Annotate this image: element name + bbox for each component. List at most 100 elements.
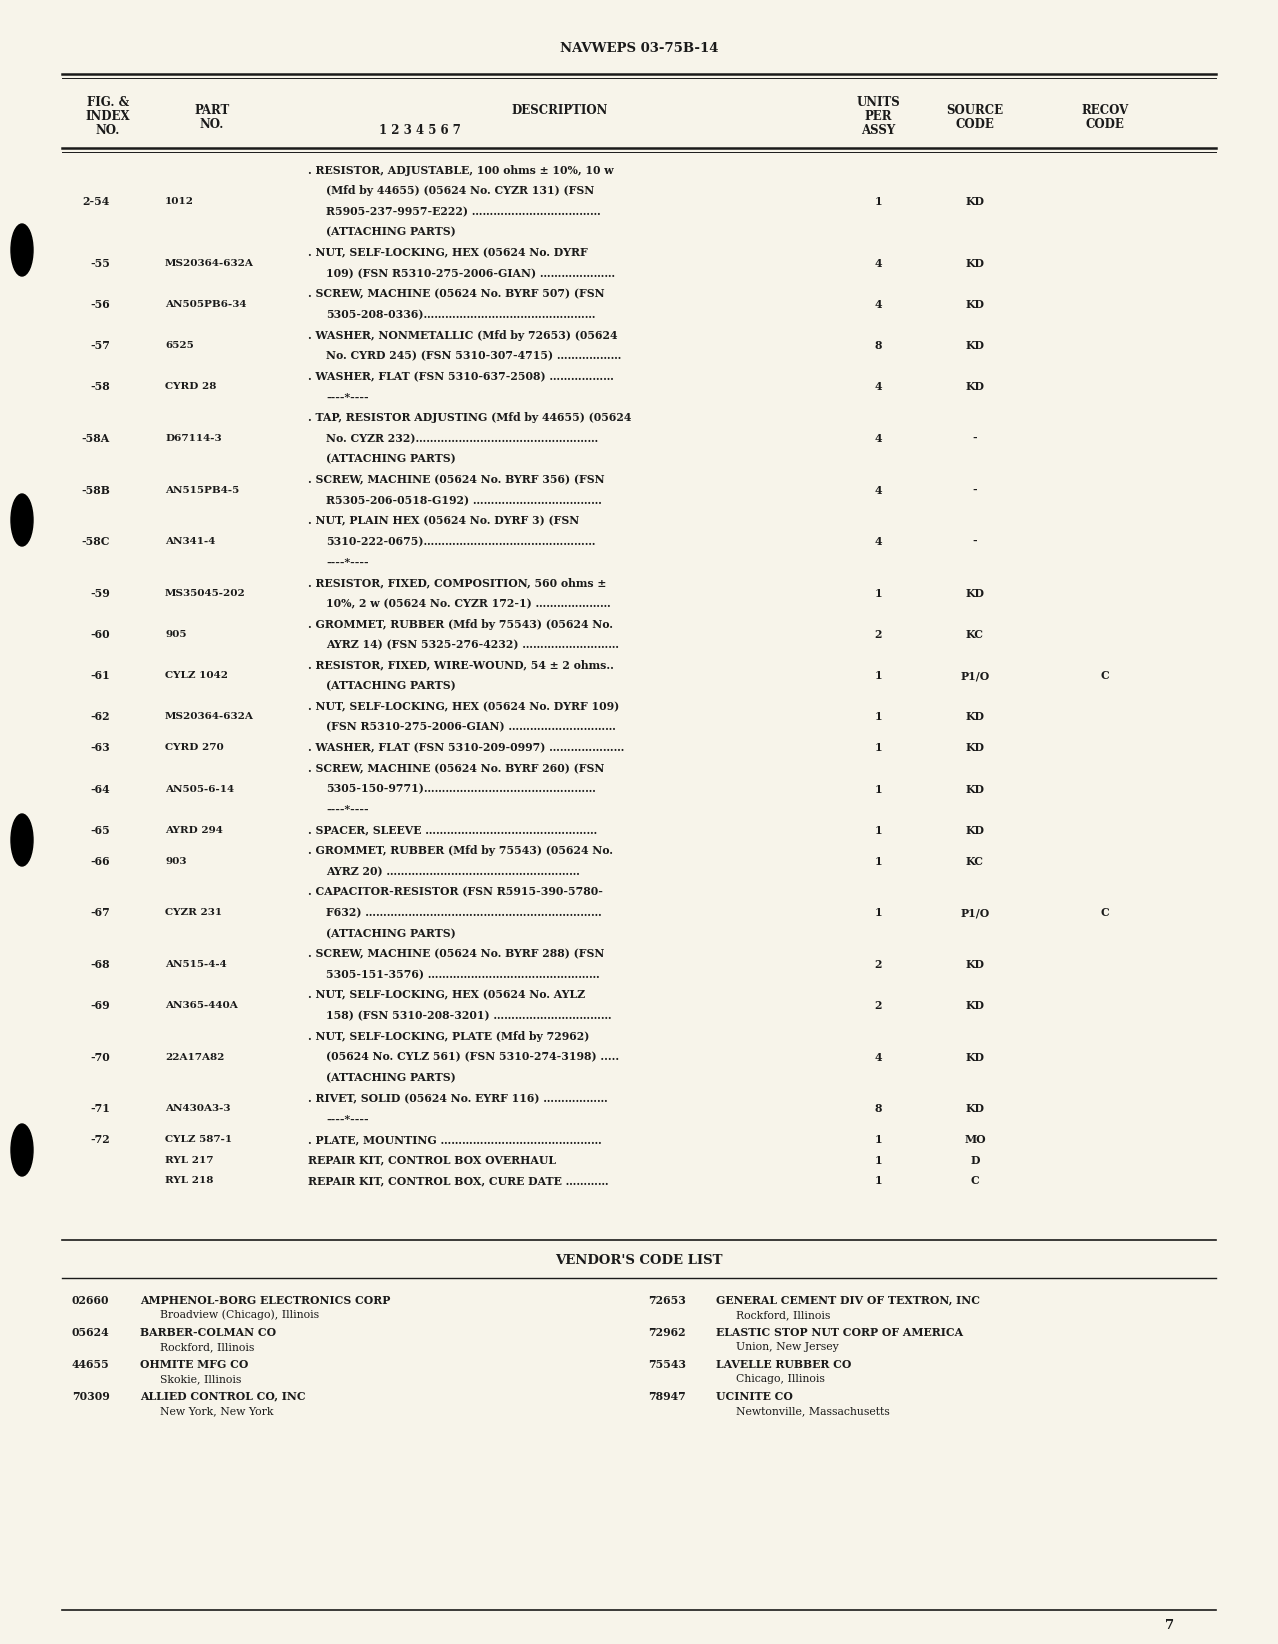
Text: RECOV: RECOV: [1081, 104, 1128, 117]
Text: 4: 4: [874, 381, 882, 393]
Text: -64: -64: [91, 784, 110, 794]
Text: -66: -66: [91, 855, 110, 866]
Text: -65: -65: [91, 825, 110, 835]
Text: -55: -55: [91, 258, 110, 268]
Text: 1: 1: [874, 1154, 882, 1166]
Text: F632) …………………………………………………………: F632) …………………………………………………………: [326, 907, 602, 919]
Text: . WASHER, FLAT (FSN 5310-637-2508) ………………: . WASHER, FLAT (FSN 5310-637-2508) ………………: [308, 372, 613, 381]
Text: -: -: [973, 536, 978, 547]
Text: 8: 8: [874, 1103, 882, 1115]
Text: 10%, 2 w (05624 No. CYZR 172-1) …………………: 10%, 2 w (05624 No. CYZR 172-1) …………………: [326, 598, 611, 608]
Ellipse shape: [12, 1124, 33, 1175]
Text: KD: KD: [965, 1103, 984, 1115]
Text: 4: 4: [874, 258, 882, 268]
Text: ----*----: ----*----: [326, 557, 368, 567]
Text: 4: 4: [874, 299, 882, 311]
Text: REPAIR KIT, CONTROL BOX, CURE DATE …………: REPAIR KIT, CONTROL BOX, CURE DATE …………: [308, 1175, 608, 1187]
Text: C: C: [970, 1175, 979, 1187]
Text: . NUT, SELF-LOCKING, HEX (05624 No. AYLZ: . NUT, SELF-LOCKING, HEX (05624 No. AYLZ: [308, 990, 585, 1001]
Text: . NUT, PLAIN HEX (05624 No. DYRF 3) (FSN: . NUT, PLAIN HEX (05624 No. DYRF 3) (FSN: [308, 516, 579, 526]
Text: -: -: [973, 485, 978, 495]
Text: CODE: CODE: [956, 117, 994, 130]
Text: AYRZ 14) (FSN 5325-276-4232) ………………………: AYRZ 14) (FSN 5325-276-4232) ………………………: [326, 640, 619, 649]
Text: MS20364-632A: MS20364-632A: [165, 258, 254, 268]
Text: CYLZ 587-1: CYLZ 587-1: [165, 1134, 233, 1144]
Text: P1/O: P1/O: [960, 907, 989, 919]
Text: (05624 No. CYLZ 561) (FSN 5310-274-3198) .....: (05624 No. CYLZ 561) (FSN 5310-274-3198)…: [326, 1052, 619, 1062]
Text: . GROMMET, RUBBER (Mfd by 75543) (05624 No.: . GROMMET, RUBBER (Mfd by 75543) (05624 …: [308, 618, 613, 630]
Text: NAVWEPS 03-75B-14: NAVWEPS 03-75B-14: [560, 41, 718, 54]
Text: KD: KD: [965, 1052, 984, 1062]
Text: MS20364-632A: MS20364-632A: [165, 712, 254, 722]
Text: P1/O: P1/O: [960, 671, 989, 681]
Text: 1: 1: [874, 825, 882, 835]
Text: 5305-151-3576) …………………………………………: 5305-151-3576) …………………………………………: [326, 968, 599, 980]
Text: CYRD 28: CYRD 28: [165, 383, 216, 391]
Text: AN515PB4-5: AN515PB4-5: [165, 485, 239, 495]
Text: 78947: 78947: [648, 1391, 686, 1401]
Text: 1 2 3 4 5 6 7: 1 2 3 4 5 6 7: [380, 125, 461, 138]
Text: 1: 1: [874, 587, 882, 598]
Text: 1: 1: [874, 743, 882, 753]
Text: 4: 4: [874, 485, 882, 495]
Text: 2-54: 2-54: [83, 196, 110, 207]
Text: Chicago, Illinois: Chicago, Illinois: [736, 1374, 824, 1384]
Ellipse shape: [12, 493, 33, 546]
Text: (FSN R5310-275-2006-GIAN) …………………………: (FSN R5310-275-2006-GIAN) …………………………: [326, 722, 616, 733]
Text: AN365-440A: AN365-440A: [165, 1001, 238, 1009]
Text: R5905-237-9957-E222) ………………………………: R5905-237-9957-E222) ………………………………: [326, 206, 601, 217]
Text: ELASTIC STOP NUT CORP OF AMERICA: ELASTIC STOP NUT CORP OF AMERICA: [716, 1327, 964, 1338]
Text: KC: KC: [966, 855, 984, 866]
Text: . RESISTOR, ADJUSTABLE, 100 ohms ± 10%, 10 w: . RESISTOR, ADJUSTABLE, 100 ohms ± 10%, …: [308, 164, 613, 176]
Text: C: C: [1100, 671, 1109, 681]
Text: PER: PER: [864, 110, 892, 123]
Text: ----*----: ----*----: [326, 804, 368, 815]
Text: -: -: [973, 432, 978, 444]
Text: LAVELLE RUBBER CO: LAVELLE RUBBER CO: [716, 1358, 851, 1369]
Text: KD: KD: [965, 743, 984, 753]
Text: . RIVET, SOLID (05624 No. EYRF 116) ………………: . RIVET, SOLID (05624 No. EYRF 116) ……………: [308, 1093, 608, 1103]
Text: (Mfd by 44655) (05624 No. CYZR 131) (FSN: (Mfd by 44655) (05624 No. CYZR 131) (FSN: [326, 186, 594, 197]
Text: C: C: [1100, 907, 1109, 919]
Text: GENERAL CEMENT DIV OF TEXTRON, INC: GENERAL CEMENT DIV OF TEXTRON, INC: [716, 1294, 980, 1305]
Text: VENDOR'S CODE LIST: VENDOR'S CODE LIST: [555, 1253, 723, 1266]
Text: KD: KD: [965, 196, 984, 207]
Text: MS35045-202: MS35045-202: [165, 589, 245, 598]
Text: 1: 1: [874, 1175, 882, 1187]
Text: 4: 4: [874, 432, 882, 444]
Text: . NUT, SELF-LOCKING, HEX (05624 No. DYRF 109): . NUT, SELF-LOCKING, HEX (05624 No. DYRF…: [308, 700, 620, 712]
Text: (ATTACHING PARTS): (ATTACHING PARTS): [326, 1072, 456, 1083]
Text: FIG. &: FIG. &: [87, 97, 129, 110]
Text: ALLIED CONTROL CO, INC: ALLIED CONTROL CO, INC: [141, 1391, 305, 1401]
Text: D67114-3: D67114-3: [165, 434, 221, 442]
Text: -58C: -58C: [82, 536, 110, 547]
Text: ----*----: ----*----: [326, 391, 368, 403]
Text: CYRD 270: CYRD 270: [165, 743, 224, 753]
Text: -58: -58: [91, 381, 110, 393]
Text: . WASHER, NONMETALLIC (Mfd by 72653) (05624: . WASHER, NONMETALLIC (Mfd by 72653) (05…: [308, 330, 617, 340]
Text: 109) (FSN R5310-275-2006-GIAN) …………………: 109) (FSN R5310-275-2006-GIAN) …………………: [326, 268, 615, 279]
Text: . CAPACITOR-RESISTOR (FSN R5915-390-5780-: . CAPACITOR-RESISTOR (FSN R5915-390-5780…: [308, 886, 603, 898]
Text: CYLZ 1042: CYLZ 1042: [165, 671, 227, 681]
Text: Rockford, Illinois: Rockford, Illinois: [160, 1342, 254, 1351]
Text: 22A17A82: 22A17A82: [165, 1052, 225, 1062]
Text: -56: -56: [91, 299, 110, 311]
Text: -68: -68: [91, 958, 110, 970]
Text: 905: 905: [165, 630, 187, 640]
Text: 1: 1: [874, 907, 882, 919]
Text: 5310-222-0675)…………………………………………: 5310-222-0675)…………………………………………: [326, 536, 596, 547]
Text: . PLATE, MOUNTING ………………………………………: . PLATE, MOUNTING ………………………………………: [308, 1134, 602, 1146]
Text: . TAP, RESISTOR ADJUSTING (Mfd by 44655) (05624: . TAP, RESISTOR ADJUSTING (Mfd by 44655)…: [308, 413, 631, 423]
Text: (ATTACHING PARTS): (ATTACHING PARTS): [326, 927, 456, 939]
Text: -70: -70: [91, 1052, 110, 1062]
Text: 70309: 70309: [72, 1391, 110, 1401]
Text: 75543: 75543: [648, 1358, 686, 1369]
Text: No. CYRD 245) (FSN 5310-307-4715) ………………: No. CYRD 245) (FSN 5310-307-4715) ………………: [326, 350, 621, 362]
Text: (ATTACHING PARTS): (ATTACHING PARTS): [326, 681, 456, 692]
Text: 4: 4: [874, 536, 882, 547]
Text: 5305-208-0336)…………………………………………: 5305-208-0336)…………………………………………: [326, 309, 596, 321]
Text: Skokie, Illinois: Skokie, Illinois: [160, 1374, 242, 1384]
Text: 1: 1: [874, 671, 882, 681]
Ellipse shape: [12, 814, 33, 866]
Text: KD: KD: [965, 712, 984, 722]
